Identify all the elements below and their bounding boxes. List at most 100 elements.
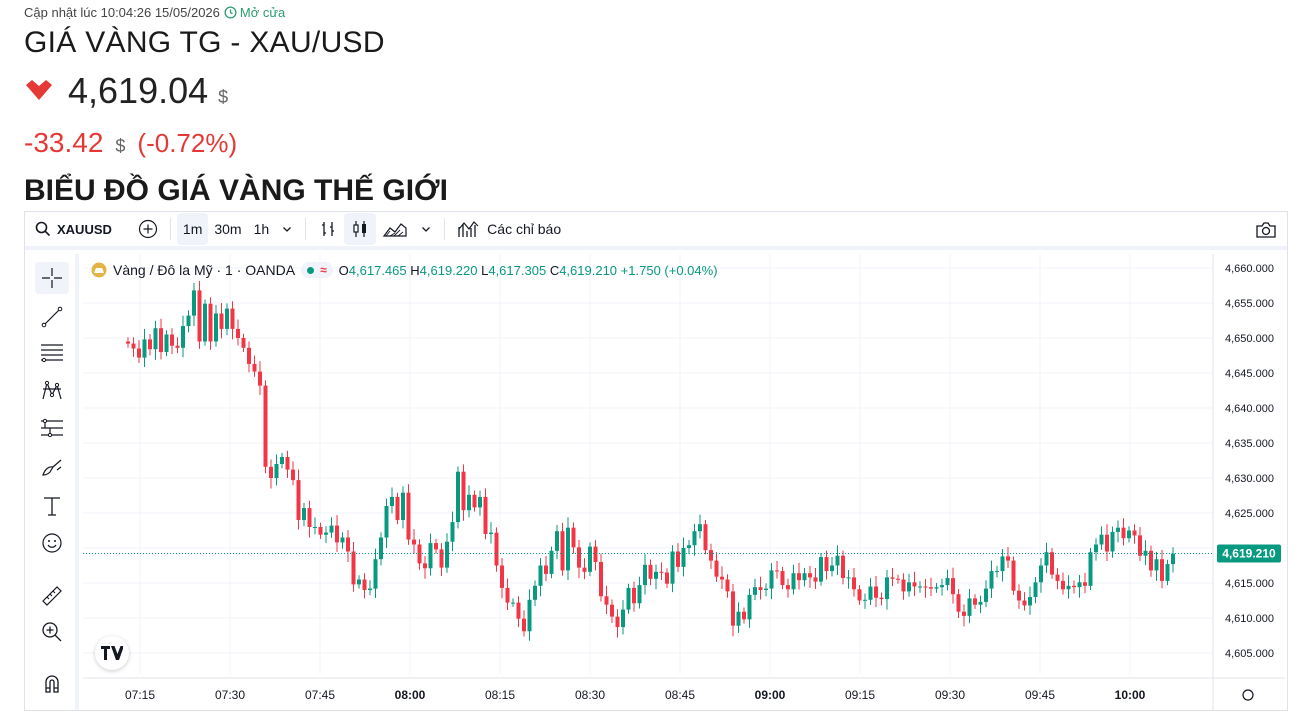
interval-dropdown[interactable] bbox=[275, 213, 299, 245]
crosshair-tool[interactable] bbox=[35, 262, 69, 294]
candle-body bbox=[1160, 559, 1164, 581]
candle-body bbox=[885, 577, 889, 600]
candle-body bbox=[1033, 582, 1038, 597]
candle-body bbox=[896, 578, 900, 580]
tradingview-logo[interactable] bbox=[95, 636, 129, 670]
candle-body bbox=[599, 562, 603, 597]
measure-tool[interactable] bbox=[35, 580, 69, 612]
time-axis-label: 09:45 bbox=[1025, 688, 1055, 702]
interval-1m[interactable]: 1m bbox=[176, 213, 209, 245]
price-axis-label: 4,625.000 bbox=[1225, 508, 1274, 520]
candle-body bbox=[544, 565, 548, 574]
candle-body bbox=[450, 522, 455, 542]
fib-tool[interactable] bbox=[35, 337, 69, 369]
candle-body bbox=[588, 546, 592, 572]
zoom-tool[interactable] bbox=[35, 616, 69, 648]
candle-body bbox=[907, 582, 911, 592]
market-status-label: Mở cửa bbox=[239, 5, 286, 20]
pattern-icon bbox=[42, 380, 62, 400]
open-label: O bbox=[338, 262, 349, 278]
candle-body bbox=[1039, 565, 1043, 583]
area-style-button[interactable] bbox=[376, 213, 414, 245]
candle-body bbox=[1094, 544, 1098, 553]
candle-body bbox=[967, 598, 972, 616]
candle-body bbox=[780, 571, 785, 586]
candle-body bbox=[1022, 600, 1027, 606]
candle-body bbox=[1066, 585, 1071, 590]
candle-body bbox=[401, 492, 405, 520]
indicators-button[interactable]: Các chỉ báo bbox=[451, 213, 567, 245]
candle-body bbox=[1028, 597, 1032, 606]
candle-body bbox=[335, 525, 339, 543]
price-row: 4,619.04 $ bbox=[24, 70, 228, 112]
indicators-label: Các chỉ báo bbox=[487, 221, 562, 237]
candle-body bbox=[555, 531, 559, 551]
chevron-down-icon bbox=[283, 227, 292, 232]
candle-body bbox=[819, 557, 823, 582]
candle-body bbox=[560, 531, 565, 571]
time-axis-label: 08:15 bbox=[485, 688, 515, 702]
candlestick-chart[interactable]: 4,660.000 4,655.000 4,650.000 4,645.000 4,64… bbox=[83, 254, 1285, 710]
candle-body bbox=[670, 551, 675, 584]
trend-line-tool[interactable] bbox=[35, 301, 69, 333]
candle-body bbox=[467, 494, 471, 511]
candle-body bbox=[802, 573, 807, 581]
candle-body bbox=[764, 588, 768, 590]
open-value: 4,617.465 bbox=[348, 262, 407, 278]
candle-body bbox=[786, 585, 790, 590]
candle-body bbox=[269, 466, 273, 478]
brush-tool[interactable] bbox=[35, 451, 69, 483]
candle-body bbox=[951, 578, 955, 595]
market-status-badge[interactable]: ≈ bbox=[301, 262, 333, 278]
candle-body bbox=[131, 343, 136, 349]
candle-body bbox=[302, 508, 306, 520]
candle-body bbox=[159, 328, 163, 352]
text-tool[interactable] bbox=[35, 490, 69, 522]
candle-body bbox=[175, 345, 180, 348]
candle-body bbox=[1017, 590, 1021, 601]
compare-button[interactable] bbox=[132, 213, 164, 245]
bars-style-button[interactable] bbox=[312, 213, 344, 245]
candle-body bbox=[208, 303, 213, 342]
candle-body bbox=[857, 589, 862, 601]
candle-body bbox=[665, 572, 669, 584]
chart-type-dropdown[interactable] bbox=[414, 213, 438, 245]
magnet-tool[interactable] bbox=[35, 667, 69, 699]
candle-body bbox=[720, 576, 724, 580]
candle-body bbox=[742, 611, 746, 620]
emoji-tool[interactable] bbox=[35, 527, 69, 559]
candle-body bbox=[868, 586, 873, 600]
candle-body bbox=[384, 506, 389, 538]
projection-tool[interactable] bbox=[35, 412, 69, 444]
candle-body bbox=[648, 564, 653, 579]
interval-1h[interactable]: 1h bbox=[253, 221, 270, 237]
candle-body bbox=[659, 571, 664, 573]
clock-icon bbox=[224, 6, 237, 19]
candle-body bbox=[483, 496, 488, 534]
settings-gear-icon[interactable] bbox=[1242, 689, 1254, 701]
interval-30m[interactable]: 30m bbox=[214, 221, 242, 237]
time-axis-label: 08:45 bbox=[665, 688, 695, 702]
candle-body bbox=[1072, 585, 1076, 588]
candle-body bbox=[318, 527, 323, 535]
candles-style-button[interactable] bbox=[344, 213, 377, 245]
chart-legend: Vàng / Đô la Mỹ · 1 · OANDA ≈ O4,617.465… bbox=[91, 262, 718, 278]
update-time: Cập nhật lúc 10:04:26 15/05/2026 bbox=[24, 5, 220, 20]
candle-body bbox=[918, 586, 922, 588]
candle-body bbox=[1006, 556, 1010, 561]
low-value: 4,617.305 bbox=[488, 262, 547, 278]
candle-body bbox=[126, 341, 130, 344]
candle-body bbox=[775, 570, 779, 572]
candle-body bbox=[390, 496, 394, 506]
candle-body bbox=[978, 601, 983, 605]
pattern-tool[interactable] bbox=[35, 375, 69, 407]
candle-body bbox=[170, 334, 174, 346]
price-unit: $ bbox=[218, 87, 229, 107]
candle-body bbox=[1165, 564, 1170, 581]
symbol-search[interactable]: XAUUSD bbox=[25, 213, 118, 245]
last-price-label: 4,619.210 bbox=[1222, 547, 1276, 561]
candle-body bbox=[874, 586, 878, 598]
candle-body bbox=[406, 492, 411, 540]
time-axis-label: 09:15 bbox=[845, 688, 875, 702]
snapshot-button[interactable] bbox=[1255, 221, 1277, 242]
